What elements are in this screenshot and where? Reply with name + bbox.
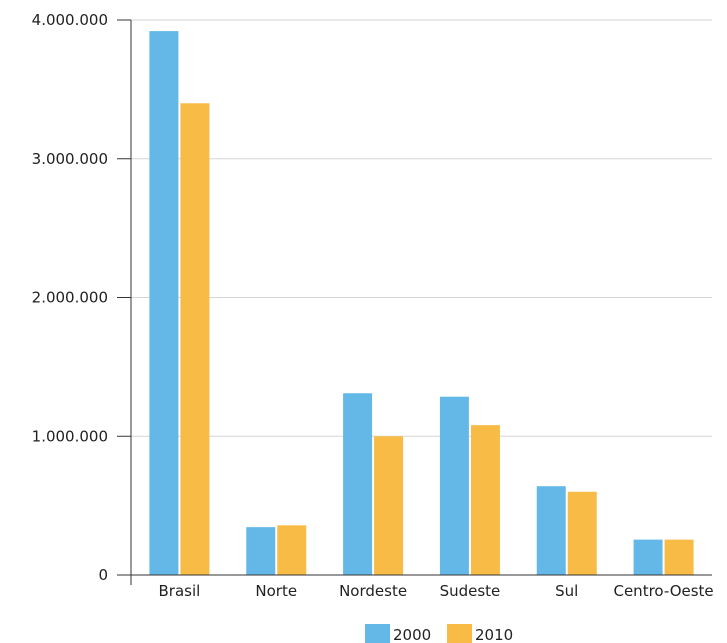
gridlines [117, 19, 712, 437]
x-tick-label: Sudeste [440, 582, 501, 600]
bar-2010-brasil [180, 103, 210, 575]
y-tick-label: 3.000.000 [32, 150, 108, 168]
y-tick-label: 4.000.000 [32, 11, 108, 29]
bar-2000-sul [536, 486, 566, 575]
y-tick-labels: 0 1.000.000 2.000.000 3.000.000 4.000.000 [32, 11, 108, 584]
legend-swatch-series-0 [365, 624, 390, 643]
bar-2010-centro-oeste [664, 539, 694, 575]
bar-2000-nordeste [343, 393, 373, 575]
x-tick-label: Nordeste [339, 582, 407, 600]
legend: 2000 2010 [365, 624, 513, 643]
bar-2010-sudeste [470, 425, 500, 575]
bars [149, 31, 694, 576]
x-tick-label: Brasil [159, 582, 201, 600]
bar-2010-sul [567, 491, 597, 575]
bar-2000-norte [246, 527, 276, 575]
bar-2000-centro-oeste [633, 539, 663, 575]
bar-2010-nordeste [374, 436, 404, 575]
x-tick-label: Centro-Oeste [613, 582, 713, 600]
legend-label-series-0: 2000 [393, 626, 431, 643]
legend-label-series-1: 2010 [475, 626, 513, 643]
bar-2010-norte [277, 525, 307, 575]
y-tick-label: 1.000.000 [32, 427, 108, 445]
axes [117, 20, 712, 585]
x-tick-label: Norte [255, 582, 297, 600]
x-tick-labels: Brasil Norte Nordeste Sudeste Sul Centro-Oest… [159, 582, 714, 600]
bar-2000-brasil [149, 31, 179, 576]
bar-2000-sudeste [439, 396, 469, 575]
legend-swatch-series-1 [447, 624, 472, 643]
y-tick-label: 0 [98, 566, 108, 584]
x-tick-label: Sul [555, 582, 578, 600]
y-tick-label: 2.000.000 [32, 289, 108, 307]
